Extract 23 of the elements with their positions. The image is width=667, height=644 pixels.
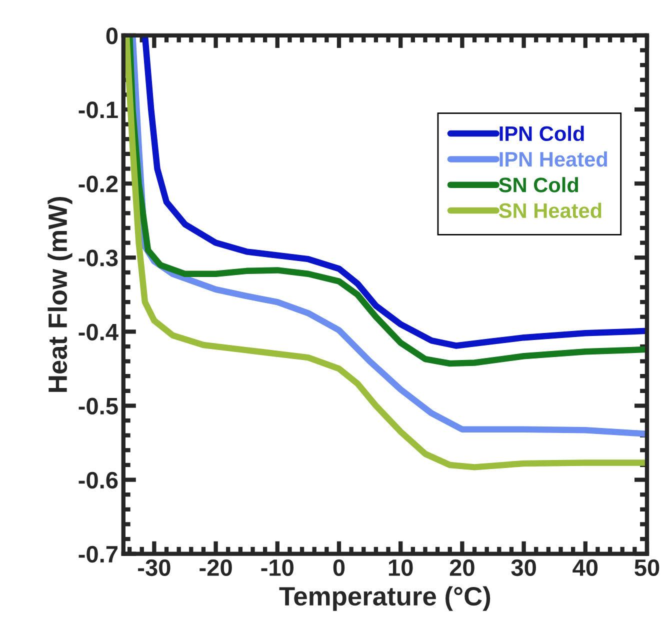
x-tick-label: 50 [634, 559, 660, 576]
x-tick-label: -20 [200, 559, 232, 576]
y-axis-title: Heat Flow (mW) [48, 196, 72, 392]
x-tick-label: 40 [572, 559, 598, 576]
y-tick-label: 0 [106, 27, 118, 44]
x-axis-title: Temperature (°C) [279, 586, 490, 611]
y-tick-label: -0.6 [78, 472, 118, 489]
legend-label: IPN Cold [500, 126, 584, 142]
legend-label: IPN Heated [500, 151, 607, 167]
y-tick-label: -0.2 [78, 176, 118, 192]
y-tick-label: -0.4 [78, 324, 118, 340]
x-tick-label: 20 [450, 559, 474, 576]
y-tick-label: -0.5 [78, 398, 118, 415]
x-tick-label: -10 [261, 559, 294, 576]
y-tick-label: -0.1 [78, 102, 118, 118]
x-tick-label: 30 [511, 559, 536, 576]
x-tick-label: -30 [138, 559, 170, 576]
x-tick-label: 0 [333, 559, 345, 576]
x-tick-label: 10 [388, 559, 413, 576]
legend-label: SN Cold [498, 177, 578, 192]
y-tick-label: -0.7 [78, 546, 118, 563]
legend-label: SN Heated [498, 202, 602, 218]
y-tick-label: -0.3 [78, 250, 118, 266]
